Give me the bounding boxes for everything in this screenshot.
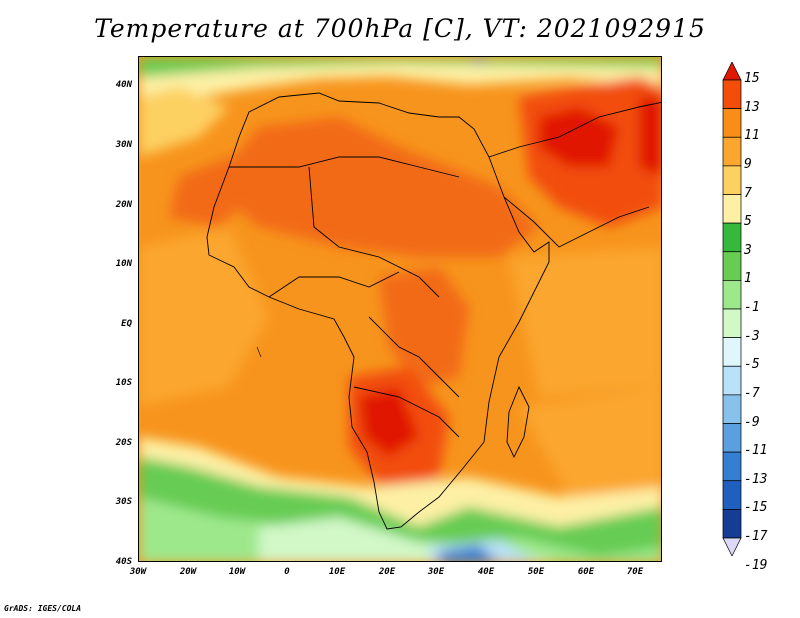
lon-label: 40E xyxy=(477,567,495,577)
colorbar-label: -3 xyxy=(744,328,760,344)
lon-label: 30E xyxy=(427,567,445,577)
colorbar-label: -19 xyxy=(744,557,768,573)
colorbar-label: 11 xyxy=(744,128,760,144)
lon-label: 0 xyxy=(284,567,290,577)
colorbar-swatch xyxy=(722,251,742,281)
colorbar-swatch xyxy=(722,451,742,482)
colorbar-swatch xyxy=(722,165,742,195)
colorbar-label: 15 xyxy=(744,71,760,86)
colorbar-label: 5 xyxy=(744,214,752,230)
lat-label: 30S xyxy=(115,497,132,507)
colorbar-swatch xyxy=(722,136,742,167)
coastline-borders xyxy=(206,92,661,530)
temperature-map xyxy=(139,57,661,561)
colorbar-swatch xyxy=(722,480,742,510)
colorbar-label: -11 xyxy=(744,443,768,459)
colorbar-label: -15 xyxy=(744,500,768,516)
colorbar-swatch xyxy=(722,108,742,138)
lon-label: 10W xyxy=(228,567,246,577)
lat-label: 30N xyxy=(115,140,132,150)
colorbar-swatch xyxy=(722,308,742,338)
lon-label: 30W xyxy=(129,567,147,577)
colorbar-top-arrow xyxy=(722,62,742,81)
lon-label: 10E xyxy=(328,567,346,577)
colorbar-label: -17 xyxy=(744,529,768,544)
lon-label: 70E xyxy=(626,567,644,577)
map-plot-area xyxy=(138,56,662,562)
colorbar-label: -1 xyxy=(744,300,760,315)
lat-label: 20N xyxy=(115,200,132,210)
colorbar-swatch xyxy=(722,79,742,109)
lon-label: 50E xyxy=(527,567,545,577)
lat-label: 40S xyxy=(115,557,132,567)
colorbar-label: -7 xyxy=(744,385,760,401)
colorbar-label: 13 xyxy=(744,99,760,115)
colorbar-label: -13 xyxy=(744,471,768,487)
colorbar xyxy=(722,62,742,556)
colorbar-label: 9 xyxy=(744,156,752,172)
colorbar-swatch xyxy=(722,194,742,224)
colorbar-label: 7 xyxy=(744,185,752,201)
colorbar-swatch xyxy=(722,222,742,253)
map-title: Temperature at 700hPa [C], VT: 202109291… xyxy=(94,14,706,43)
colorbar-bottom-arrow xyxy=(722,537,742,556)
colorbar-swatch xyxy=(722,280,742,310)
lat-label: 10S xyxy=(115,378,132,388)
colorbar-label: 3 xyxy=(744,242,752,258)
colorbar-swatch xyxy=(722,394,742,424)
credit-text: GrADS: IGES/COLA xyxy=(4,604,82,613)
lon-label: 20E xyxy=(378,567,396,577)
lon-label: 60E xyxy=(577,567,595,577)
lon-label: 20W xyxy=(179,567,197,577)
colorbar-label: -9 xyxy=(744,414,760,430)
lat-label: 10N xyxy=(115,259,132,269)
lat-label: EQ xyxy=(121,319,132,329)
colorbar-swatch xyxy=(722,337,742,367)
lat-label: 20S xyxy=(115,438,132,448)
colorbar-label: -5 xyxy=(744,357,760,373)
colorbar-label: 1 xyxy=(744,271,752,287)
colorbar-swatch xyxy=(722,423,742,453)
colorbar-swatch xyxy=(722,509,742,539)
lat-label: 40N xyxy=(115,80,132,90)
colorbar-swatch xyxy=(722,365,742,396)
